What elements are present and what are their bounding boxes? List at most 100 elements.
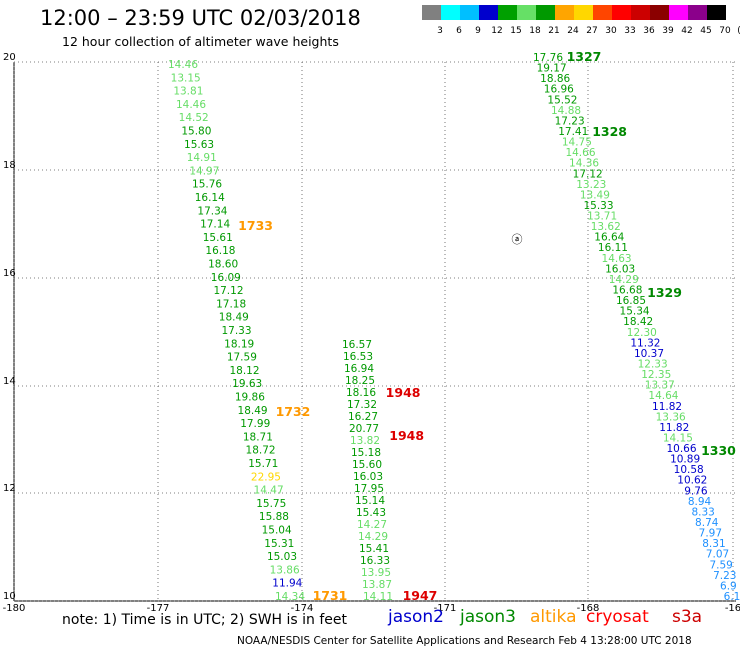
wave-height-value: 15.43 [356, 507, 386, 519]
wave-height-value: 16.14 [195, 192, 225, 204]
legend-label: 33 [624, 26, 635, 36]
legend-label: 70 [719, 26, 731, 36]
lon-tick-label: -171 [434, 603, 457, 614]
wave-height-value: 16.96 [544, 84, 574, 96]
wave-height-value: 13.23 [576, 179, 606, 191]
wave-height-value: 9.76 [684, 485, 708, 497]
wave-height-value: 15.34 [620, 306, 650, 318]
legend-label: 42 [681, 26, 692, 36]
legend-swatch [612, 5, 631, 20]
wave-height-value: 17.32 [347, 399, 377, 411]
legend-label: (ft) [737, 26, 740, 36]
legend-swatch [593, 5, 612, 20]
legend-label: 30 [605, 26, 617, 36]
satellite-label-altika: altika [530, 607, 577, 627]
wave-height-value: 13.95 [361, 567, 391, 579]
wave-height-value: 15.31 [264, 538, 294, 550]
legend-swatch [536, 5, 555, 20]
wave-height-value: 18.86 [540, 73, 570, 85]
wave-height-value: 19.63 [232, 378, 262, 390]
wave-height-value: 10.62 [677, 475, 707, 487]
wave-height-value: 13.15 [171, 72, 201, 84]
wave-height-value: 14.47 [254, 485, 284, 497]
wave-height-value: 15.61 [203, 232, 233, 244]
pass-time-label: 1731 [313, 588, 348, 603]
legend-label: 21 [548, 26, 559, 36]
legend-label: 45 [700, 26, 711, 36]
lon-tick-label: -177 [147, 603, 170, 614]
lon-tick-label: -16 [725, 603, 740, 614]
wave-height-value: 16.03 [605, 263, 635, 275]
satellite-label-cryosat: cryosat [586, 607, 649, 627]
lat-tick-label: 12 [3, 483, 16, 494]
legend-swatch [460, 5, 479, 20]
wave-height-value: 15.80 [181, 126, 211, 138]
legend-swatch [650, 5, 669, 20]
wave-height-value: 15.04 [262, 525, 292, 537]
wave-height-value: 17.76 [533, 52, 563, 64]
wave-height-value: 17.41 [558, 126, 588, 138]
wave-height-value: 15.60 [352, 459, 382, 471]
wave-height-value: 11.94 [272, 578, 302, 590]
header-subtitle: 12 hour collection of altimeter wave hei… [62, 34, 339, 49]
lat-tick-label: 20 [3, 52, 16, 63]
legend-swatch [498, 5, 517, 20]
wave-height-value: 14.29 [609, 274, 639, 286]
wave-height-value: 15.52 [547, 94, 577, 106]
wave-height-value: 14.52 [179, 112, 209, 124]
legend-swatch [555, 5, 574, 20]
pass-time-label: 1948 [389, 428, 424, 443]
satellite-label-jason2: jason2 [388, 607, 444, 627]
wave-height-value: 16.53 [343, 351, 373, 363]
wave-height-value: 17.12 [573, 168, 603, 180]
wave-height-value: 14.34 [275, 591, 305, 603]
wave-height-value: 13.86 [270, 564, 300, 576]
pass-time-label: 1327 [567, 49, 602, 64]
wave-height-value: 17.99 [240, 418, 270, 430]
wave-height-value: 16.64 [594, 232, 624, 244]
wave-height-value: 18.49 [219, 312, 249, 324]
legend-swatch [631, 5, 650, 20]
legend-swatch [707, 5, 726, 20]
wave-height-value: 13.71 [587, 211, 617, 223]
legend-swatch [688, 5, 707, 20]
wave-height-value: 15.18 [351, 447, 381, 459]
wave-height-value: 12.30 [627, 327, 657, 339]
pass-time-label: 1328 [592, 124, 627, 139]
wave-height-value: 15.03 [267, 551, 297, 563]
wave-height-value: 8.94 [688, 496, 712, 508]
wave-height-value: 14.97 [189, 165, 219, 177]
wave-height-value: 16.18 [205, 245, 235, 257]
wave-height-value: 14.91 [187, 152, 217, 164]
legend-label: 24 [567, 26, 579, 36]
wave-height-value: 7.59 [709, 559, 732, 571]
wave-height-value: 14.11 [363, 591, 393, 603]
pass-time-label: 1732 [276, 404, 311, 419]
pass-time-label: 1948 [386, 385, 421, 400]
wave-height-value: 20.77 [349, 423, 379, 435]
wave-height-value: 18.19 [224, 338, 254, 350]
header-title: 12:00 – 23:59 UTC 02/03/2018 [40, 6, 361, 30]
wave-height-value: 18.60 [208, 259, 238, 271]
wave-height-value: 14.27 [357, 519, 387, 531]
wave-height-value: 7.97 [699, 528, 722, 540]
lon-tick-label: -174 [291, 603, 314, 614]
lon-tick-label: -168 [577, 603, 600, 614]
wave-height-value: 8.31 [702, 538, 725, 550]
wave-height-value: 14.46 [168, 59, 198, 71]
wave-height-value: 15.41 [359, 543, 389, 555]
wave-height-value: 15.63 [184, 139, 214, 151]
wave-height-value: 14.29 [358, 531, 388, 543]
pass-time-label: 1329 [647, 285, 682, 300]
legend-swatch [479, 5, 498, 20]
wave-height-value: 12.35 [641, 369, 671, 381]
wave-height-value: 10.89 [670, 454, 700, 466]
wave-height-value: 13.81 [173, 86, 203, 98]
wave-height-value: 18.71 [243, 431, 273, 443]
pass-time-label: 1733 [238, 218, 273, 233]
wave-height-value: 13.36 [656, 411, 686, 423]
wave-height-value: 16.33 [360, 555, 390, 567]
wave-height-value: 18.16 [346, 387, 376, 399]
lat-tick-label: 16 [3, 268, 16, 279]
satellite-label-jason3: jason3 [460, 607, 516, 627]
